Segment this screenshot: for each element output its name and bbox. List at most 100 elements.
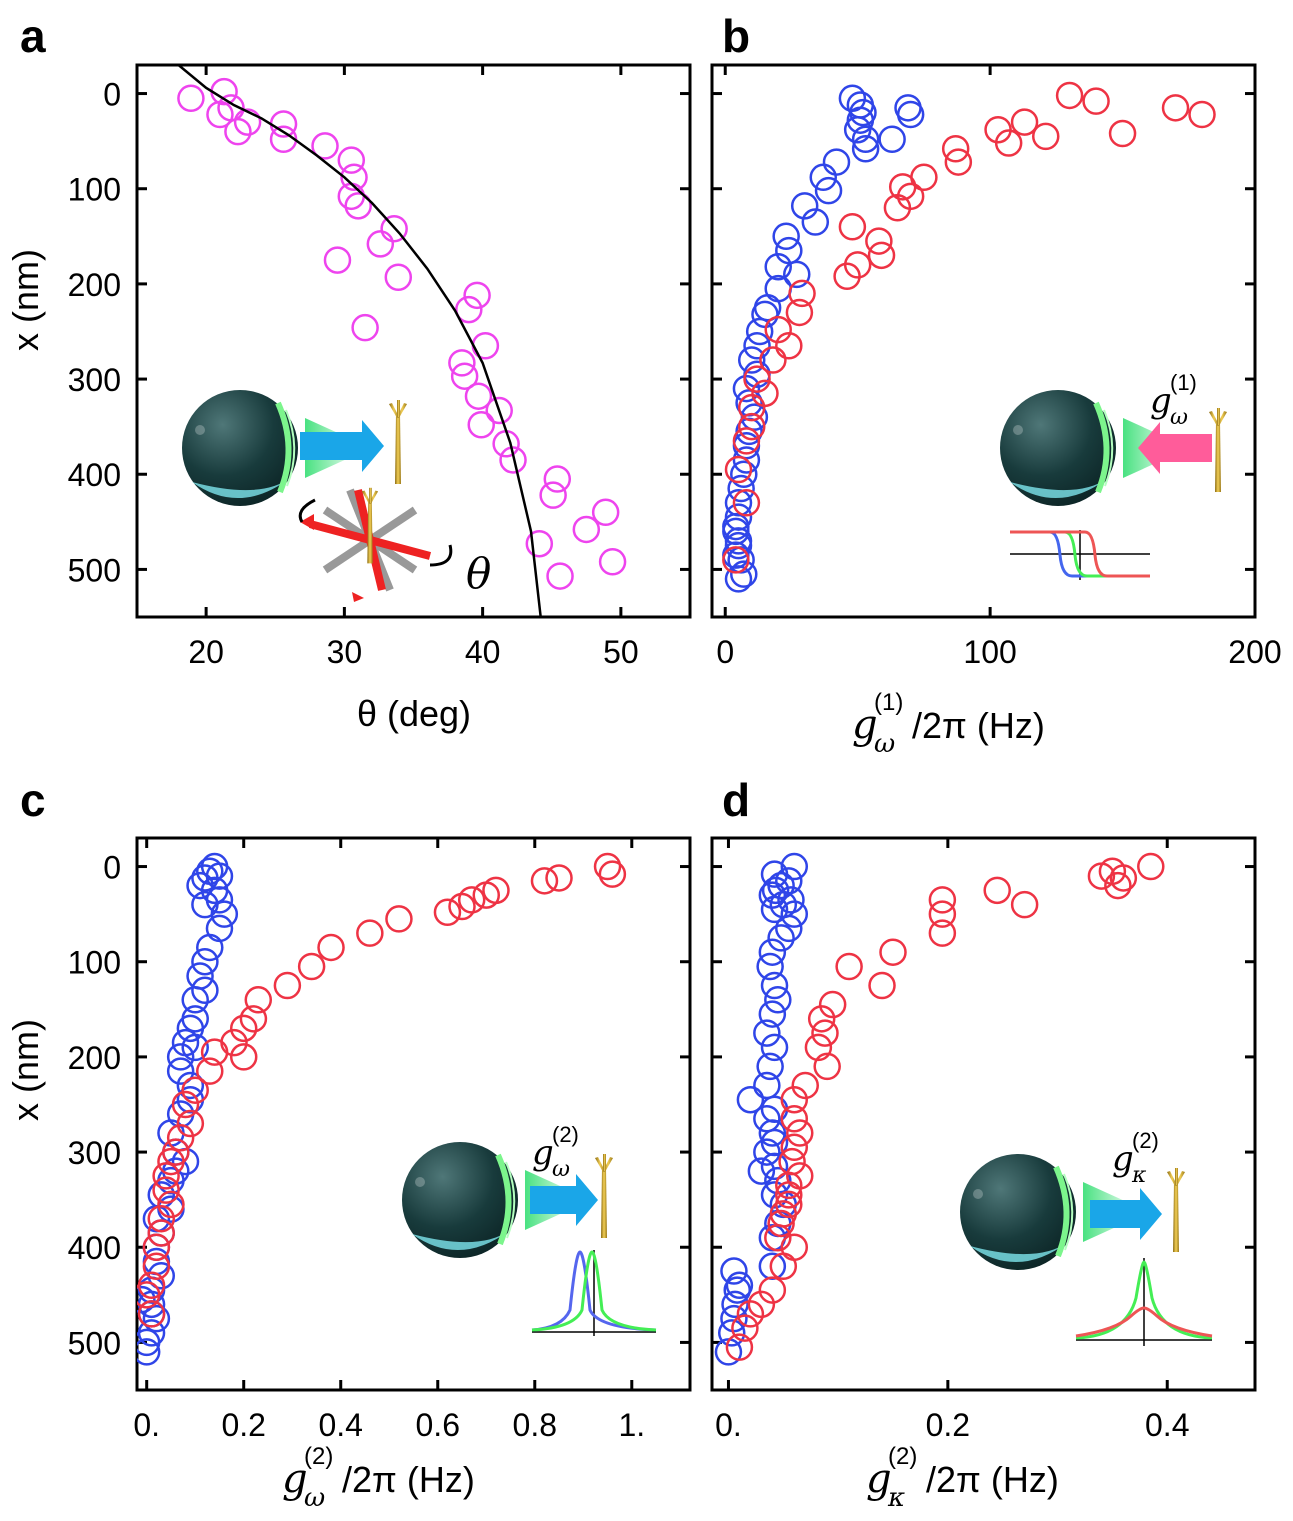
- data-point: [760, 1033, 789, 1062]
- data-point: [385, 905, 413, 933]
- x-tick-label: 40: [465, 634, 501, 670]
- data-point: [721, 1290, 749, 1319]
- data-point: [790, 192, 819, 220]
- inset-a: θ: [182, 390, 491, 602]
- data-point: [764, 1223, 792, 1252]
- data-point: [177, 84, 205, 113]
- data-point: [725, 1333, 754, 1361]
- series: [177, 77, 627, 590]
- data-point: [344, 192, 372, 220]
- y-tick-label: 100: [68, 172, 121, 208]
- data-point: [233, 108, 262, 136]
- data-point: [780, 1085, 809, 1114]
- svg-text:/2π (Hz): /2π (Hz): [912, 705, 1045, 746]
- data-point: [851, 125, 880, 153]
- arrow-icon: [1090, 1188, 1162, 1240]
- data-point: [1087, 862, 1116, 890]
- series: [722, 81, 1216, 574]
- data-point: [1010, 108, 1039, 136]
- y-tick-label: 200: [68, 1040, 121, 1076]
- data-point: [147, 1219, 176, 1247]
- plot-frame: [135, 63, 692, 619]
- data-point: [878, 125, 906, 153]
- data-point: [171, 1028, 200, 1057]
- data-point: [736, 1300, 765, 1328]
- arrow-icon: [300, 420, 384, 472]
- y-tick-label: 100: [68, 945, 121, 981]
- data-point: [186, 962, 214, 990]
- data-point: [737, 346, 766, 374]
- data-point: [764, 315, 792, 344]
- x-tick-label: 0.2: [926, 1407, 970, 1443]
- series: [714, 852, 809, 1366]
- x-tick-label: 200: [1228, 634, 1281, 670]
- x-tick-label: 50: [603, 634, 639, 670]
- data-point: [210, 900, 239, 928]
- data-point: [764, 986, 792, 1014]
- data-point: [142, 1233, 171, 1261]
- data-point: [181, 1076, 209, 1104]
- inset-label-b: g: [1150, 381, 1172, 421]
- x-tick-label: 30: [327, 634, 363, 670]
- data-point: [835, 952, 863, 981]
- series: [725, 852, 1165, 1361]
- data-point: [1109, 864, 1138, 892]
- data-point: [380, 214, 408, 243]
- svg-text:κ: κ: [1131, 1163, 1147, 1188]
- data-point: [983, 876, 1011, 905]
- data-point: [137, 1300, 166, 1328]
- data-point: [775, 914, 803, 943]
- xlabel-d: g κ (2) /2π (Hz): [866, 1443, 1059, 1513]
- data-point: [152, 1176, 180, 1204]
- data-point: [525, 529, 554, 558]
- data-point: [761, 876, 790, 905]
- data-point: [722, 512, 750, 541]
- data-point: [838, 213, 867, 241]
- data-point: [1104, 871, 1132, 900]
- data-point: [147, 1204, 176, 1233]
- data-point: [186, 871, 214, 900]
- data-point: [317, 933, 345, 962]
- data-point: [786, 1162, 814, 1190]
- x-tick-label: 0: [716, 634, 734, 670]
- data-point: [928, 886, 957, 914]
- fit-curve: [177, 65, 542, 617]
- data-point: [851, 135, 880, 163]
- data-point: [455, 295, 483, 324]
- svg-text:ω: ω: [874, 729, 895, 759]
- data-point: [756, 1052, 784, 1081]
- data-point: [191, 947, 219, 976]
- y-tick-label: 0: [103, 77, 121, 113]
- data-point: [764, 253, 792, 281]
- xlabel-a: θ (deg): [357, 693, 471, 734]
- data-point: [760, 1181, 789, 1209]
- data-point: [775, 236, 803, 265]
- data-point: [593, 852, 622, 881]
- data-point: [196, 1057, 224, 1085]
- data-point: [273, 971, 302, 1000]
- data-point: [166, 1043, 195, 1071]
- data-point: [767, 924, 795, 952]
- data-point: [530, 867, 559, 895]
- data-point: [888, 173, 917, 201]
- data-point: [758, 938, 787, 966]
- data-point: [448, 892, 476, 921]
- svg-text:ω: ω: [304, 1483, 325, 1513]
- x-tick-label: 0.6: [416, 1407, 460, 1443]
- xlabel-c: g ω (2) /2π (Hz): [282, 1443, 475, 1513]
- data-point: [769, 1252, 798, 1281]
- data-point: [780, 1133, 809, 1162]
- data-point: [747, 1157, 776, 1185]
- data-point: [801, 208, 830, 236]
- arrow-icon: [1138, 422, 1212, 474]
- data-point: [157, 1147, 185, 1176]
- data-point: [499, 446, 527, 474]
- data-point: [777, 886, 805, 914]
- data-point: [756, 952, 784, 981]
- data-point: [928, 919, 957, 947]
- data-point: [311, 132, 339, 160]
- x-tick-label: 0.: [133, 1407, 160, 1443]
- data-point: [775, 1171, 803, 1200]
- data-point: [545, 864, 573, 892]
- data-point: [137, 1285, 156, 1314]
